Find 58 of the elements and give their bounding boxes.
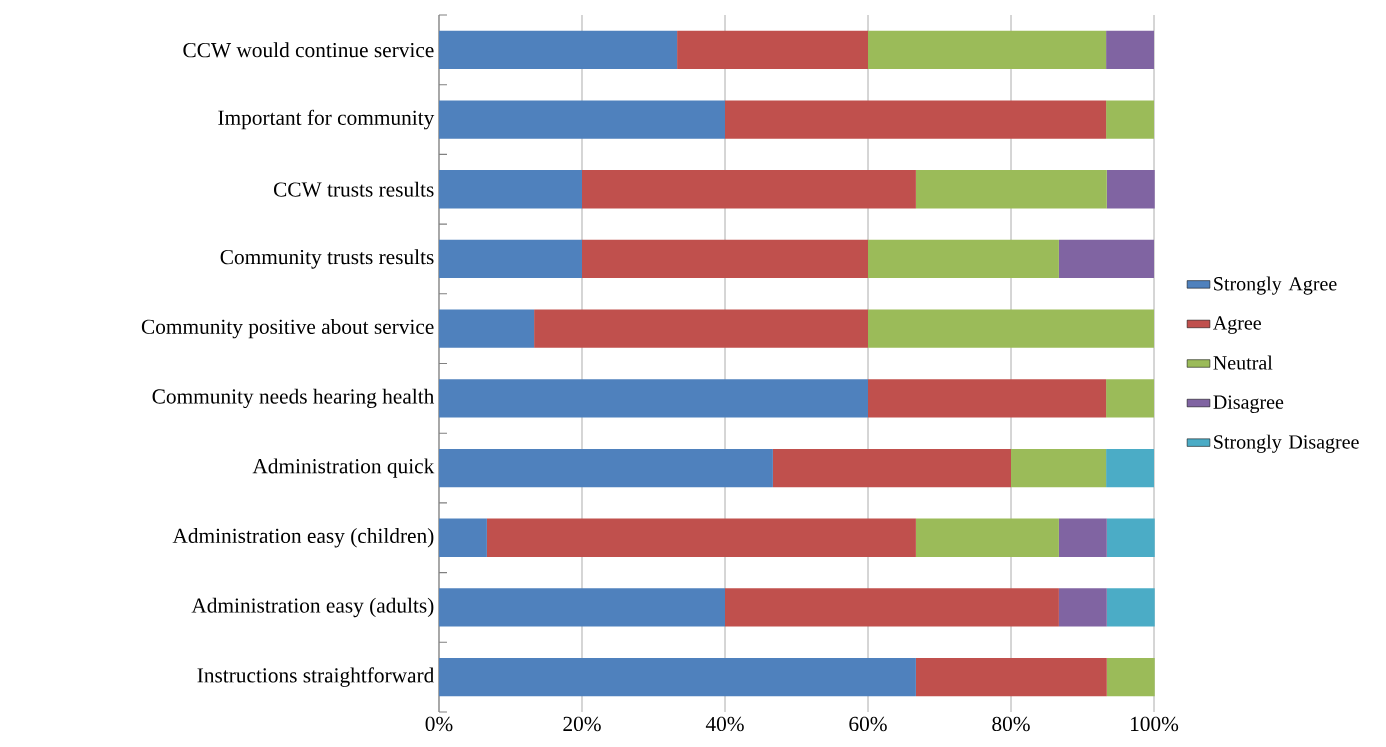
y-tick-label: Important for community [218,109,435,130]
x-tick-label: 60% [849,716,887,732]
y-tick-label: CCW trusts results [273,181,434,197]
bar [439,100,725,139]
y-tick-label: Community trusts results [220,249,434,269]
bar [1106,379,1154,418]
bar [915,170,1107,209]
legend-label: Neutral [1213,355,1273,370]
bar [486,518,916,557]
bar [439,657,916,697]
bar [1106,170,1155,209]
y-tick-label: Administration quick [252,458,435,478]
bar [439,518,487,557]
x-tick-label: 100% [1131,716,1179,732]
bar [1106,588,1155,627]
y-tick-label: Community needs hearing health [152,388,435,409]
x-tick-label: 80% [992,716,1030,732]
legend-label: Strongly Agree [1214,276,1337,295]
x-tick-label: 40% [705,716,744,732]
y-tick-label: Instructions straightforward [197,667,435,687]
bar [439,588,725,627]
bar [439,170,582,209]
y-tick-label: Administration easy (children) [172,528,434,548]
x-tick-label: 0% [425,716,453,732]
legend-label: Disagree [1213,395,1284,413]
bar [439,239,582,279]
bar [725,100,1107,139]
y-tick-label: Community positive about service [141,318,434,339]
bar [868,309,1154,348]
bar [677,30,869,70]
bar [582,239,869,279]
bar [868,239,1059,279]
bar [582,170,916,209]
bar [1011,448,1107,488]
bar [725,588,1059,627]
bar [1106,657,1155,697]
bar [1106,30,1154,70]
y-tick-label: CCW would continue service [183,42,434,58]
bar [772,448,1011,488]
bar [1106,518,1155,557]
bar [868,379,1107,418]
bar [915,518,1059,557]
bar [534,309,869,348]
bar [1058,239,1154,279]
bar [1058,518,1107,557]
y-tick-label: Administration easy (adults) [191,597,434,618]
bar [439,379,869,418]
bar [1106,100,1154,139]
bar [1058,588,1107,627]
bar [439,448,773,488]
bar [1106,448,1154,488]
x-tick-label: 20% [563,716,601,732]
bar [439,30,678,70]
bar [915,657,1107,697]
bar [868,30,1107,70]
legend-label: Agree [1213,316,1261,334]
bar [439,309,535,348]
legend-label: Strongly Disagree [1214,434,1359,453]
